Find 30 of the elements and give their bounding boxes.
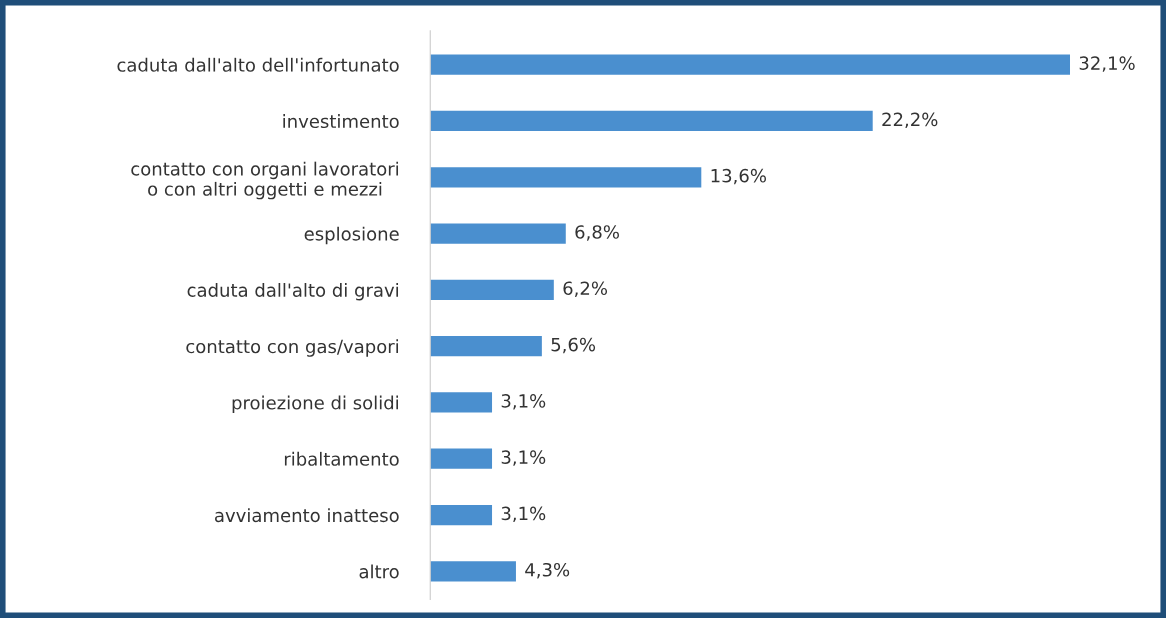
data-label: 32,1% — [1079, 56, 1135, 72]
data-label: 22,2% — [882, 112, 938, 129]
y-tick-label: contatto con organi lavoratori o con altri oggetti e mezzi — [131, 161, 399, 200]
y-tick-label: ribaltamento — [284, 451, 399, 466]
data-label: 13,6% — [711, 168, 766, 185]
bar — [430, 504, 493, 526]
y-tick-label: altro — [359, 564, 399, 579]
y-tick-label: caduta dall'alto di gravi — [187, 282, 398, 301]
y-tick-label: proiezione di solidi — [232, 395, 398, 414]
bar — [430, 561, 516, 582]
bar — [430, 392, 493, 413]
y-tick-label: avviamento inatteso — [215, 508, 399, 523]
bar — [430, 54, 1071, 75]
bar — [430, 448, 493, 469]
y-tick-label: caduta dall'alto dell'infortunato — [117, 57, 399, 72]
data-label: 4,3% — [525, 562, 570, 579]
y-tick-label: investimento — [283, 114, 399, 129]
data-label: 6,2% — [563, 281, 608, 297]
data-label: 3,1% — [501, 506, 546, 523]
data-label: 6,8% — [575, 225, 619, 241]
bar — [430, 336, 542, 357]
y-tick-label: contatto con gas/vapori — [186, 339, 398, 357]
y-tick-label: esplosione — [304, 226, 399, 245]
data-label: 3,1% — [501, 394, 546, 410]
bar — [430, 279, 554, 300]
data-label: 3,1% — [501, 450, 546, 466]
bar — [430, 167, 702, 188]
data-label: 5,6% — [551, 337, 596, 354]
bar — [430, 223, 566, 244]
bar — [430, 110, 873, 132]
